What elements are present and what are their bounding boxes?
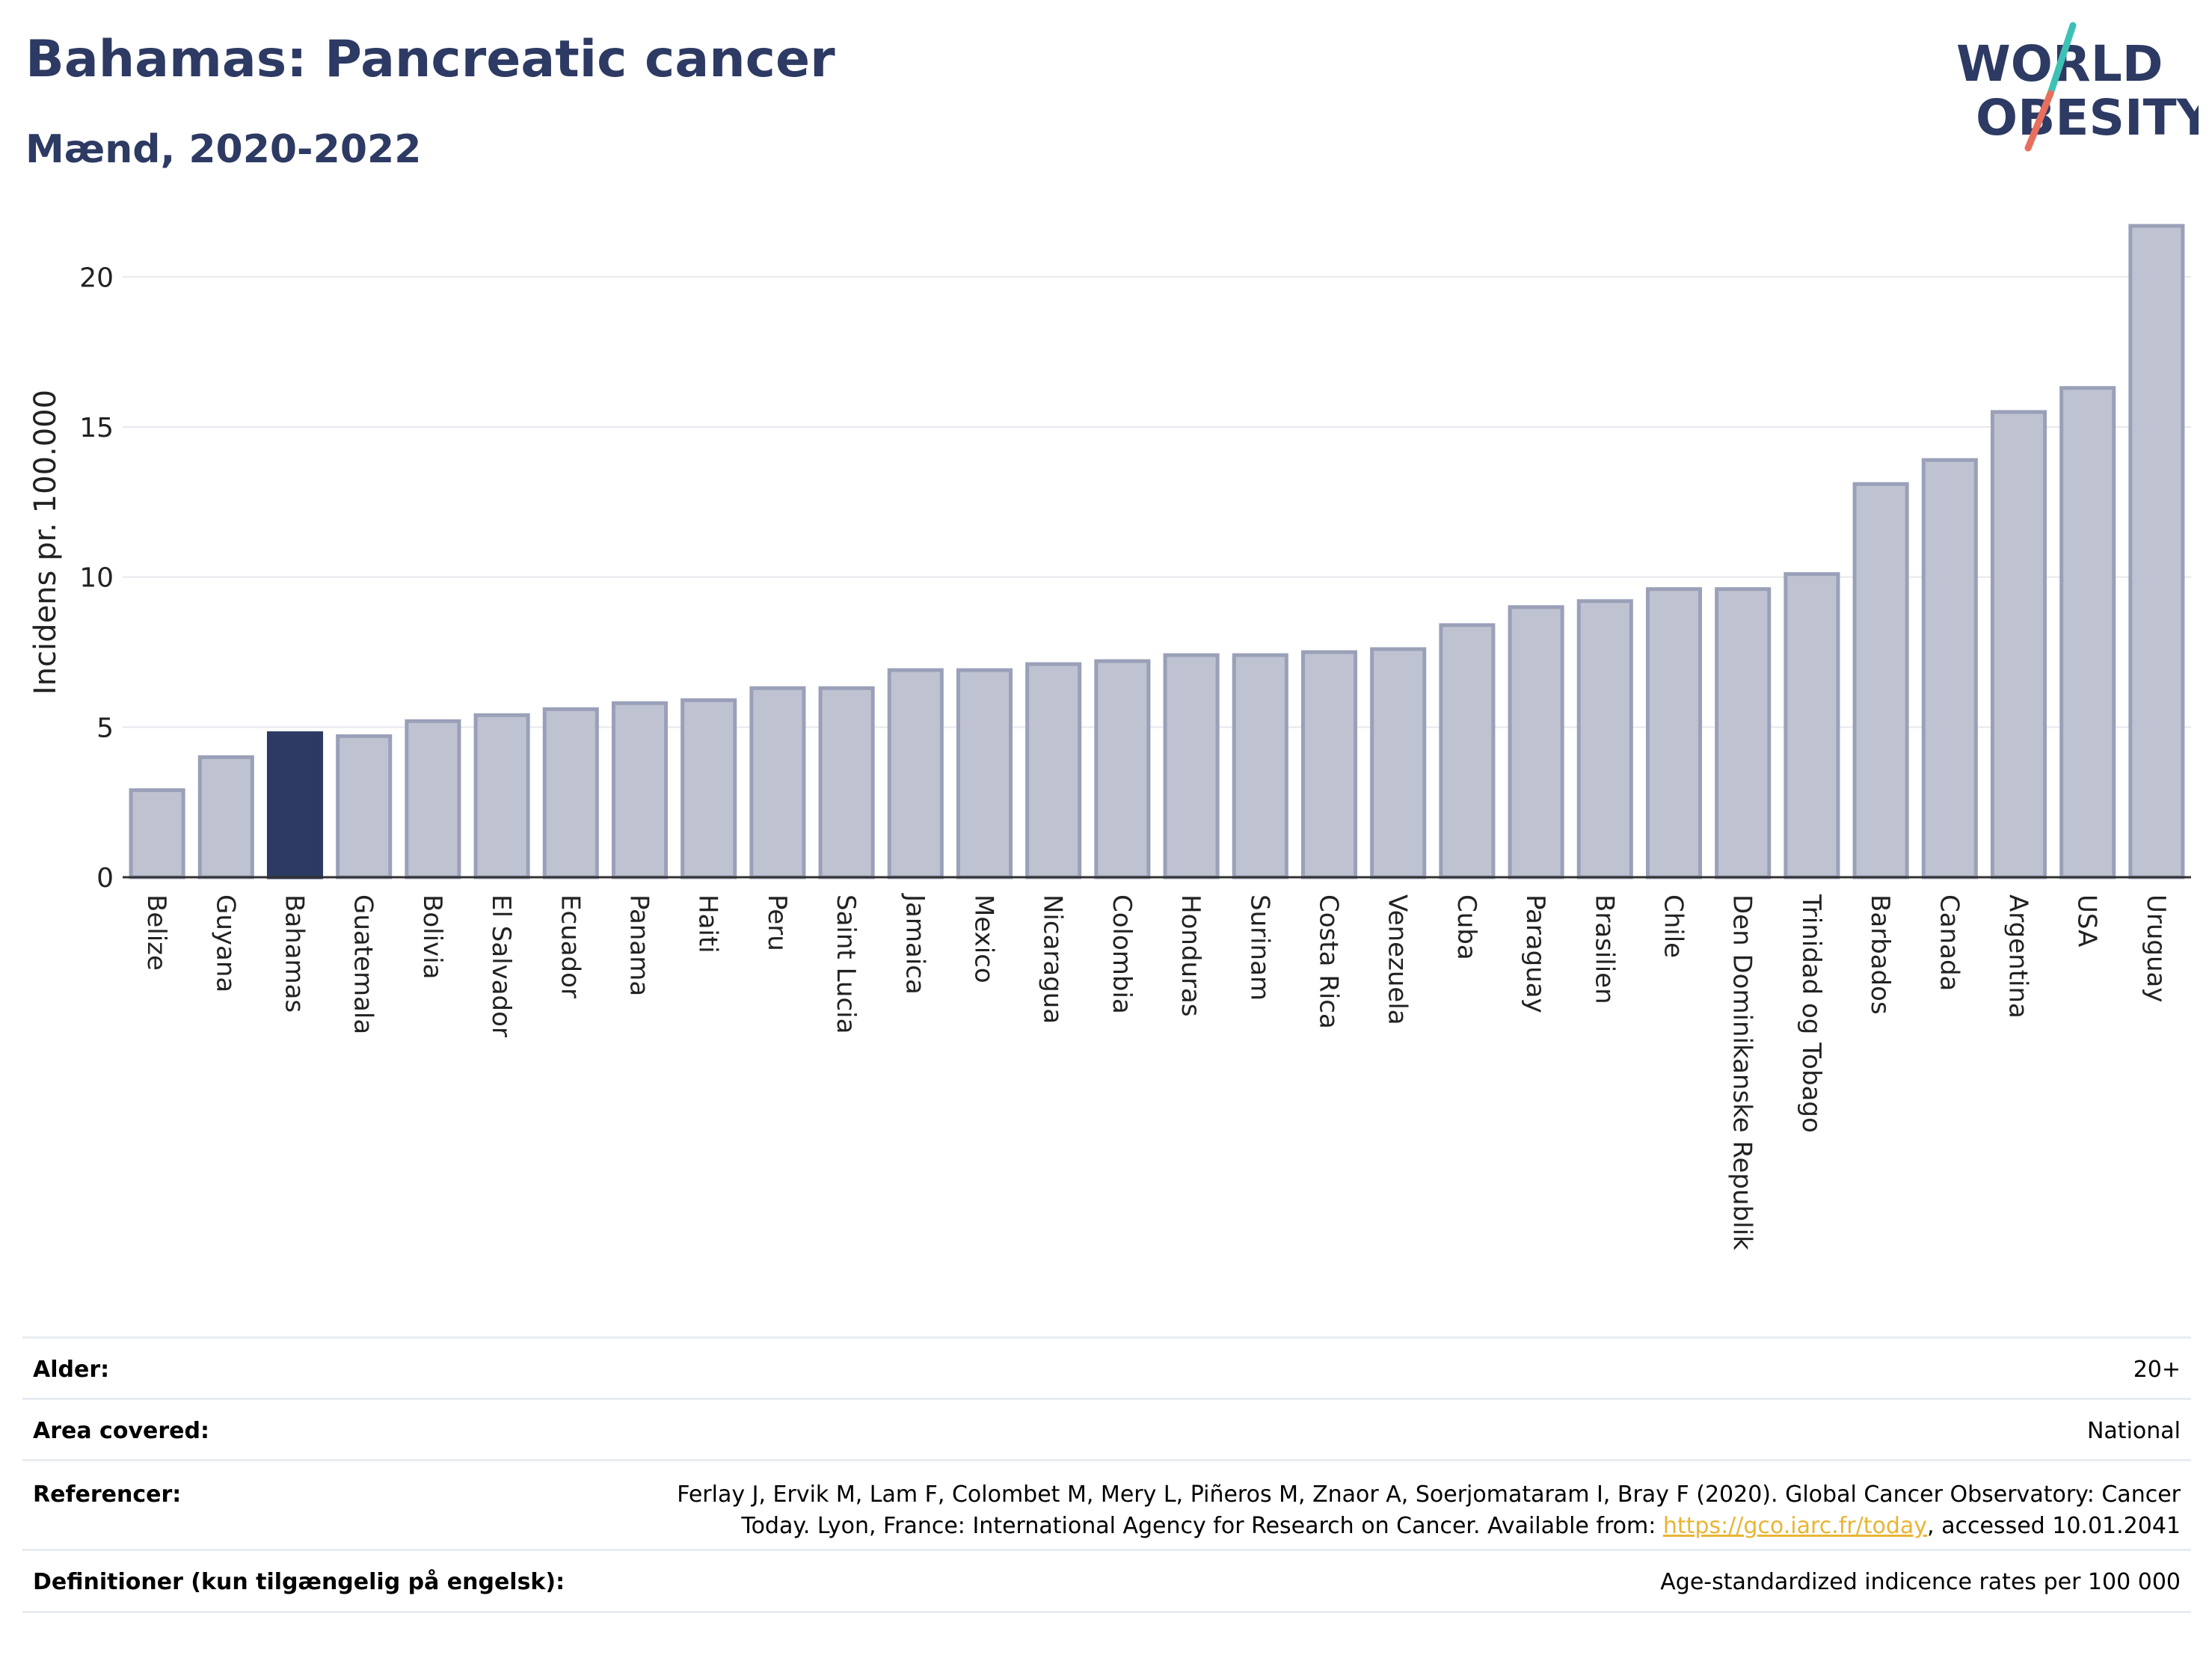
logo-slash-teal xyxy=(2047,22,2077,97)
x-tick-label: Mexico xyxy=(969,894,999,983)
chart-title: Bahamas: Pancreatic cancer xyxy=(25,30,835,89)
bar-canada xyxy=(1921,458,1978,879)
x-tick-label: Panama xyxy=(624,894,654,996)
x-tick-label: Belize xyxy=(141,894,171,971)
x-tick-label: Surinam xyxy=(1244,894,1274,1001)
bar-venezuela xyxy=(1370,647,1427,879)
age-label: Alder: xyxy=(33,1357,110,1383)
bar-argentina xyxy=(1990,410,2047,879)
x-tick-label: Jamaica xyxy=(900,893,930,995)
bar-bahamas xyxy=(266,731,324,879)
bar-saint-lucia xyxy=(818,686,875,879)
references-line2-pre: Today. Lyon, France: International Agenc… xyxy=(741,1513,1663,1539)
bar-trinidad-og-tobago xyxy=(1784,572,1840,879)
x-axis-ticks: Belize Guyana Bahamas Guatemala Bolivia El Sa… xyxy=(141,893,2171,1250)
bar-el-salvador xyxy=(473,713,530,879)
bar-ecuador xyxy=(542,707,599,879)
x-tick-label: Canada xyxy=(1934,894,1964,991)
bar-nicaragua xyxy=(1025,662,1082,879)
x-tick-label: Den Dominikanske Republik xyxy=(1727,894,1757,1250)
bar-costa-rica xyxy=(1300,650,1358,879)
bar-haiti xyxy=(681,698,737,879)
x-tick-label: Haiti xyxy=(693,894,723,954)
y-axis-ticks: 0 5 10 15 20 xyxy=(79,262,114,894)
x-tick-label: Chile xyxy=(1659,894,1689,958)
y-axis-label: Incidens pr. 100.000 xyxy=(28,390,63,695)
bar-chart: 0 5 10 15 20 Belize Guyana Bahamas Guatemala Bol… xyxy=(28,224,2191,1250)
y-tick-label: 0 xyxy=(96,863,114,894)
x-tick-label: Trinidad og Tobago xyxy=(1796,894,1826,1133)
bar-brasilien xyxy=(1576,599,1633,879)
logo-text-obesity: OBESITY xyxy=(1976,89,2199,147)
bar-colombia xyxy=(1094,659,1151,879)
chart-subtitle: Mænd, 2020-2022 xyxy=(25,127,422,172)
references-label: Referencer: xyxy=(33,1481,182,1508)
grid-lines xyxy=(123,276,2191,728)
x-tick-label: Guyana xyxy=(210,894,240,992)
definitions-value: Age-standardized indicence rates per 100… xyxy=(1660,1569,2181,1595)
references-link[interactable]: https://gco.iarc.fr/today xyxy=(1662,1513,1928,1539)
x-tick-label: USA xyxy=(2072,894,2102,947)
bar-honduras xyxy=(1163,653,1220,879)
bar-peru xyxy=(749,686,806,879)
x-tick-label: Uruguay xyxy=(2141,894,2171,1003)
bar-guatemala xyxy=(336,734,393,879)
x-tick-label: Bolivia xyxy=(417,894,447,979)
x-tick-label: Bahamas xyxy=(280,894,310,1013)
definitions-label: Definitioner (kun tilgængelig på engelsk… xyxy=(33,1569,565,1595)
references-line2-post: , accessed 10.01.2041 xyxy=(1927,1513,2181,1539)
bar-belize xyxy=(129,788,185,879)
footer-row-area: Area covered: National xyxy=(22,1398,2191,1459)
area-value: National xyxy=(2086,1418,2181,1444)
footer-row-references: Referencer: Ferlay J, Ervik M, Lam F, Co… xyxy=(22,1459,2191,1549)
bar-jamaica xyxy=(887,668,944,879)
logo-slash-red xyxy=(2024,90,2054,152)
x-tick-label: El Salvador xyxy=(486,894,516,1037)
x-tick-label: Nicaragua xyxy=(1038,894,1068,1024)
x-tick-label: Costa Rica xyxy=(1314,894,1344,1029)
bar-surinam xyxy=(1232,653,1288,879)
x-tick-label: Saint Lucia xyxy=(831,894,861,1034)
bar-den-dominikanske-republik xyxy=(1715,587,1772,879)
bar-cuba xyxy=(1439,623,1496,879)
bar-paraguay xyxy=(1508,605,1564,879)
footer-row-definitions: Definitioner (kun tilgængelig på engelsk… xyxy=(22,1549,2191,1613)
y-tick-label: 20 xyxy=(79,262,114,293)
x-tick-label: Ecuador xyxy=(555,894,585,998)
bar-mexico xyxy=(956,668,1013,879)
y-tick-label: 10 xyxy=(79,563,114,594)
y-tick-label: 5 xyxy=(96,713,114,743)
bar-barbados xyxy=(1852,482,1909,879)
x-tick-label: Colombia xyxy=(1107,894,1137,1014)
y-tick-label: 15 xyxy=(79,413,114,443)
bar-chile xyxy=(1645,587,1703,879)
x-tick-label: Peru xyxy=(762,894,792,951)
world-obesity-logo: WORLD OBESITY xyxy=(1956,22,2199,152)
bar-panama xyxy=(611,701,669,879)
bar-bolivia xyxy=(405,719,461,879)
bars xyxy=(129,224,2185,879)
bar-guyana xyxy=(197,755,254,879)
x-tick-label: Venezuela xyxy=(1383,894,1413,1025)
metadata-table: Alder: 20+ Area covered: National Refere… xyxy=(22,1336,2191,1613)
x-tick-label: Paraguay xyxy=(1520,894,1550,1013)
references-value: Ferlay J, Ervik M, Lam F, Colombet M, Me… xyxy=(677,1479,2181,1542)
x-tick-label: Argentina xyxy=(2003,894,2033,1019)
x-tick-label: Barbados xyxy=(1865,894,1895,1015)
bar-uruguay xyxy=(2128,224,2185,879)
footer-row-age: Alder: 20+ xyxy=(22,1336,2191,1398)
x-tick-label: Brasilien xyxy=(1589,894,1619,1004)
bar-usa xyxy=(2059,386,2116,879)
references-line1: Ferlay J, Ervik M, Lam F, Colombet M, Me… xyxy=(677,1481,2181,1508)
x-tick-label: Honduras xyxy=(1176,894,1205,1017)
x-tick-label: Cuba xyxy=(1451,894,1481,960)
x-tick-label: Guatemala xyxy=(348,894,378,1034)
age-value: 20+ xyxy=(2133,1357,2181,1383)
area-label: Area covered: xyxy=(33,1418,209,1444)
